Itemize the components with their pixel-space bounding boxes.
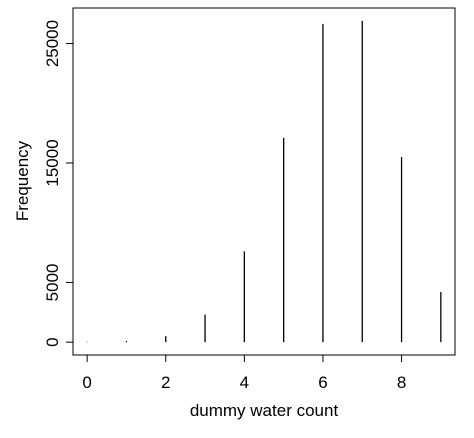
y-tick-label: 25000 <box>43 20 62 67</box>
x-tick-label: 6 <box>318 373 327 392</box>
y-tick-label: 15000 <box>43 139 62 186</box>
x-tick-label: 8 <box>397 373 406 392</box>
y-axis-label: Frequency <box>13 140 32 221</box>
y-tick-label: 5000 <box>43 264 62 302</box>
plot-box <box>72 7 456 356</box>
x-axis-label: dummy water count <box>190 401 339 420</box>
x-tick-label: 0 <box>82 373 91 392</box>
y-tick-label: 0 <box>43 337 62 346</box>
x-tick-label: 4 <box>240 373 249 392</box>
x-tick-label: 2 <box>161 373 170 392</box>
